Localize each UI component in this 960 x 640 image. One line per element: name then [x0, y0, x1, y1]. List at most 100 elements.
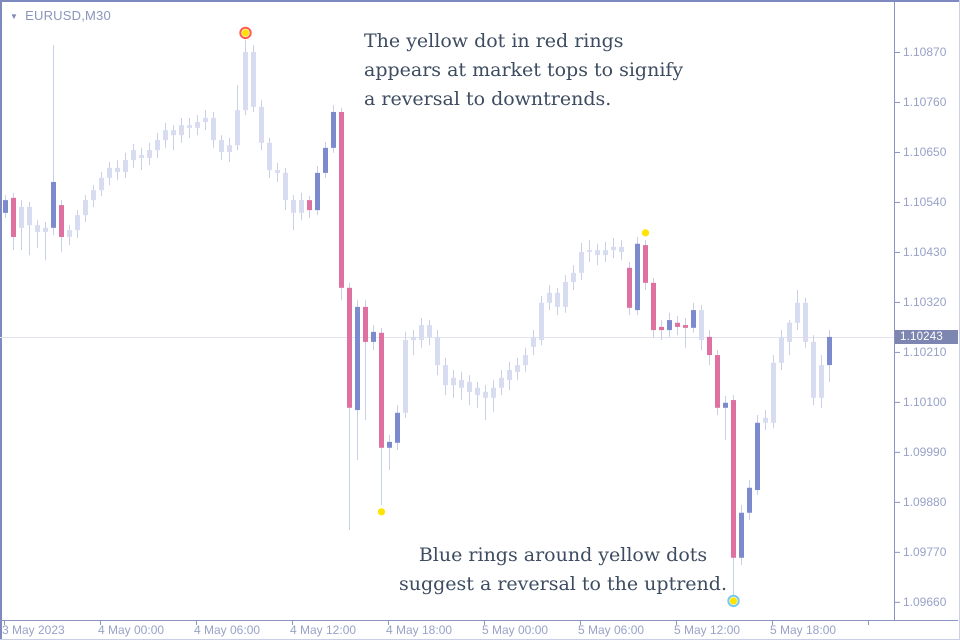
candle-body — [811, 341, 816, 398]
candle-body — [259, 106, 264, 143]
candle-body — [43, 227, 48, 232]
candle-body — [395, 412, 400, 443]
candle-body — [203, 117, 208, 122]
candle-body — [123, 160, 128, 172]
marker-dot — [641, 229, 650, 237]
price-axis-label: 1.09770 — [903, 544, 947, 559]
candle-body — [163, 130, 168, 141]
price-axis-label: 1.10540 — [903, 194, 947, 209]
candle-body — [27, 206, 32, 226]
annotation-line: a reversal to downtrends. — [364, 88, 612, 110]
candle-body — [195, 121, 200, 128]
candle-body — [131, 150, 136, 161]
candle-body — [339, 111, 344, 288]
candle-body — [371, 331, 376, 342]
marker-dot — [729, 597, 738, 605]
time-axis-label: 4 May 18:00 — [386, 623, 453, 637]
candle-body — [587, 250, 592, 252]
candle-body — [603, 250, 608, 256]
candle-body — [59, 205, 64, 237]
candle-body — [179, 125, 184, 136]
candle-body — [291, 200, 296, 213]
candle-body — [355, 306, 360, 411]
candle-body — [115, 167, 120, 172]
candle-body — [51, 181, 56, 228]
price-axis[interactable]: 1.10870 1.10760 1.10650 1.10540 1.10430 1.103… — [894, 0, 960, 620]
candle-body — [411, 336, 416, 341]
candle-body — [83, 200, 88, 216]
candle-body — [747, 487, 752, 513]
candle-body — [819, 365, 824, 398]
candle-body — [507, 370, 512, 381]
candle-body — [363, 306, 368, 342]
candle-body — [491, 387, 496, 398]
candle-body — [139, 155, 144, 158]
time-axis-label: 3 May 2023 — [2, 623, 65, 637]
annotation-line: The yellow dot in red rings — [364, 30, 624, 52]
price-axis-label: 1.09660 — [903, 594, 947, 609]
time-axis-label: 5 May 12:00 — [674, 623, 741, 637]
candle-body — [531, 336, 536, 347]
candle-body — [619, 246, 624, 252]
candle-body — [427, 325, 432, 337]
candle-body — [3, 200, 8, 213]
symbol-title: ▼ EURUSD,M30 — [10, 8, 111, 23]
candle-body — [795, 302, 800, 323]
candle-body — [171, 130, 176, 136]
candle-body — [347, 287, 352, 408]
candle-body — [67, 230, 72, 237]
candle-body — [659, 326, 664, 331]
candle-body — [499, 377, 504, 388]
candle-body — [627, 267, 632, 308]
candle-body — [211, 117, 216, 141]
candle-body — [667, 320, 672, 331]
candle-body — [475, 387, 480, 396]
marker-ring-blue — [727, 594, 740, 608]
price-axis-label: 1.10650 — [903, 144, 947, 159]
candle-body — [755, 422, 760, 491]
price-axis-label: 1.10430 — [903, 244, 947, 259]
candle-body — [483, 391, 488, 398]
candle-body — [435, 336, 440, 366]
annotation-uptrend-note: Blue rings around yellow dots suggest a … — [393, 541, 733, 599]
candle-body — [227, 145, 232, 152]
candle-body — [563, 281, 568, 307]
symbol-dropdown-icon[interactable]: ▼ — [10, 12, 19, 21]
candle-body — [235, 110, 240, 146]
candle-body — [579, 251, 584, 273]
candle-body — [803, 302, 808, 342]
candle-body — [387, 441, 392, 448]
price-axis-label: 1.09990 — [903, 444, 947, 459]
candle-body — [283, 172, 288, 201]
candle-body — [731, 400, 736, 558]
candle-body — [571, 272, 576, 282]
candle-body — [715, 355, 720, 408]
candle-body — [515, 365, 520, 372]
candle-body — [315, 172, 320, 211]
candle-body — [331, 111, 336, 148]
candle-body — [219, 140, 224, 152]
time-axis[interactable]: 3 May 2023 4 May 00:00 4 May 06:00 4 May 12… — [0, 620, 960, 640]
candle-body — [107, 167, 112, 178]
annotation-downtrend-note: The yellow dot in red rings appears at m… — [364, 27, 683, 114]
candle-body — [691, 310, 696, 328]
time-axis-label: 5 May 18:00 — [770, 623, 837, 637]
candle-body — [739, 512, 744, 558]
candle-body — [187, 125, 192, 128]
marker-ring-red — [239, 26, 252, 40]
candle-body — [403, 340, 408, 413]
candle-body — [99, 177, 104, 191]
candle-body — [723, 402, 728, 408]
candle-body — [155, 140, 160, 151]
candle-body — [539, 302, 544, 341]
candle-body — [307, 200, 312, 211]
price-axis-label: 1.10320 — [903, 294, 947, 309]
candle-body — [243, 51, 248, 111]
candle-body — [419, 325, 424, 341]
candle-body — [275, 170, 280, 173]
candle-body — [11, 197, 16, 237]
time-axis-label: 4 May 06:00 — [194, 623, 261, 637]
candle-body — [251, 51, 256, 107]
